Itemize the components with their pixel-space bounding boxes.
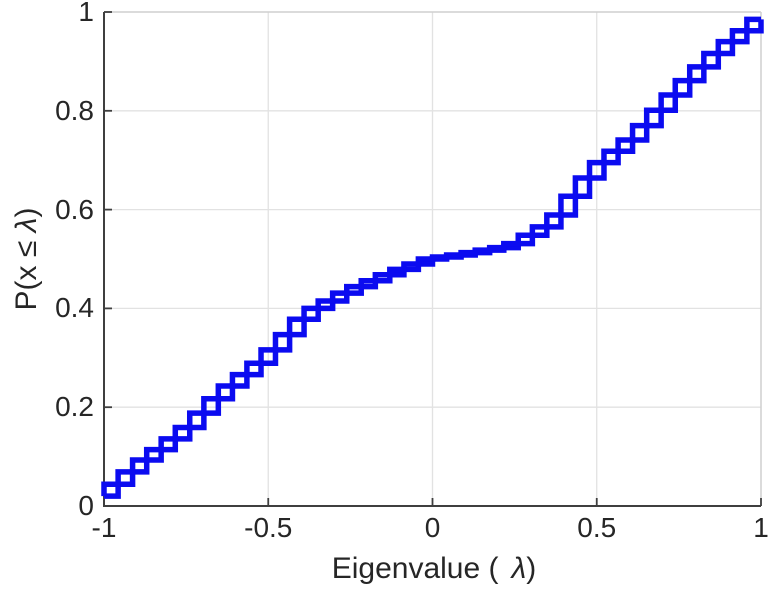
x-tick-label: -1 <box>91 512 117 543</box>
x-axis-label-text: Eigenvalue ( <box>331 552 499 585</box>
y-tick-label: 0.2 <box>55 391 94 423</box>
x-tick-label: 0 <box>424 512 441 543</box>
y-tick-label: 0.4 <box>55 292 94 324</box>
x-tick-label: 1 <box>753 512 768 543</box>
cdf-stairs-line-pre <box>101 16 761 497</box>
x-axis-label: Eigenvalue ( λ) <box>224 551 644 587</box>
y-tick-label: 0 <box>78 490 94 521</box>
x-axis-label-close: ) <box>526 552 537 585</box>
y-tick-label: 0.8 <box>55 94 94 126</box>
y-tick-label: 0.6 <box>55 193 94 225</box>
y-axis-label: P(x ≤ λ) <box>9 139 45 379</box>
lambda-symbol: λ <box>511 552 527 585</box>
x-tick-label: 0.5 <box>577 512 617 543</box>
y-tick-label: 1 <box>78 0 94 27</box>
x-tick-label: -0.5 <box>244 512 293 543</box>
